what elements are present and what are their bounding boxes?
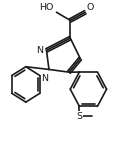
- Text: O: O: [87, 3, 94, 12]
- Text: N: N: [36, 46, 43, 55]
- Text: S: S: [76, 112, 82, 121]
- Text: N: N: [41, 74, 48, 83]
- Text: HO: HO: [40, 3, 54, 12]
